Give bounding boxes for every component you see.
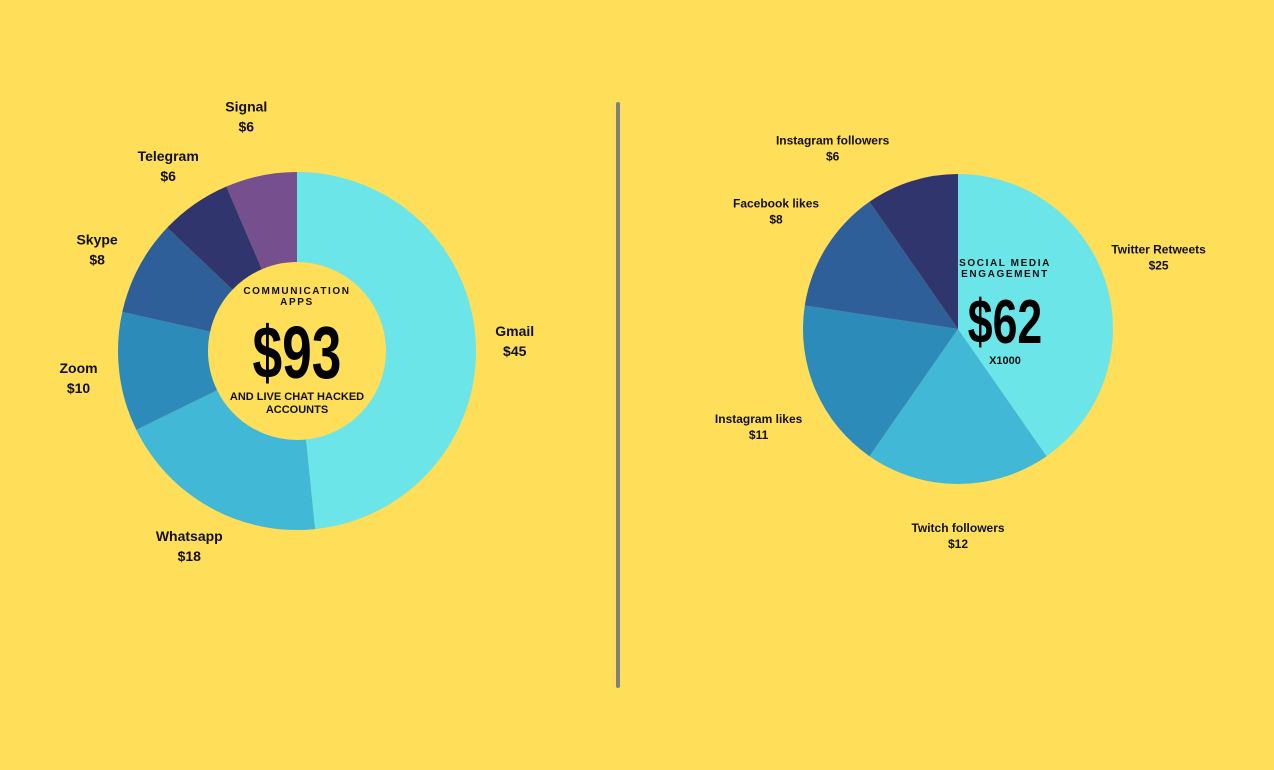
slice-facebook-likes	[804, 201, 958, 329]
slice-instagram-likes	[803, 305, 958, 457]
label-twitch-followers: Twitch followers	[911, 521, 1004, 535]
label-signal: Signal	[225, 99, 267, 115]
value-label-whatsapp: $18	[178, 548, 202, 564]
label-twitter-retweets: Twitter Retweets	[1111, 243, 1206, 257]
chart-social-media: Twitter Retweets $25 Twitch followers $12 In…	[715, 133, 1206, 551]
slice-twitch-followers	[869, 329, 1047, 485]
label-whatsapp: Whatsapp	[156, 528, 223, 544]
slice-skype	[122, 227, 233, 332]
center-subtitle: AND LIVE CHAT HACKED ACCOUNTS	[230, 391, 364, 416]
label-instagram-followers: Instagram followers	[776, 133, 890, 147]
value-label-twitch-followers: $12	[948, 537, 968, 551]
center-total: $93	[253, 311, 342, 394]
label-telegram: Telegram	[138, 148, 199, 164]
value-label-twitter-retweets: $25	[1149, 259, 1169, 273]
slice-zoom	[117, 312, 218, 430]
label-zoom: Zoom	[59, 360, 97, 376]
slice-whatsapp	[136, 390, 316, 530]
label-instagram-likes: Instagram likes	[715, 412, 803, 426]
value-label-zoom: $10	[67, 380, 91, 396]
value-label-instagram-likes: $11	[749, 428, 769, 442]
slice-gmail	[297, 172, 476, 530]
label-facebook-likes: Facebook likes	[733, 197, 819, 211]
center-subtitle: X1000	[989, 355, 1021, 367]
label-gmail: Gmail	[495, 323, 534, 339]
label-skype: Skype	[76, 232, 117, 248]
slice-signal	[226, 172, 297, 270]
value-label-skype: $8	[89, 252, 105, 268]
value-label-gmail: $45	[503, 343, 527, 359]
slice-twitter-retweets	[958, 174, 1113, 457]
value-label-signal: $6	[239, 119, 255, 135]
value-label-telegram: $6	[160, 168, 176, 184]
value-label-instagram-followers: $6	[826, 149, 840, 163]
center-caption: SOCIAL MEDIA ENGAGEMENT	[959, 258, 1051, 280]
value-label-facebook-likes: $8	[769, 213, 783, 227]
center-total: $62	[968, 288, 1042, 357]
slice-telegram	[167, 186, 262, 290]
center-caption: COMMUNICATION APPS	[243, 286, 350, 308]
chart-communication-apps: Gmail $45 Whatsapp $18 Zoom $10 Skype $8 Telegra…	[59, 99, 534, 565]
slice-instagram-followers	[869, 174, 958, 329]
